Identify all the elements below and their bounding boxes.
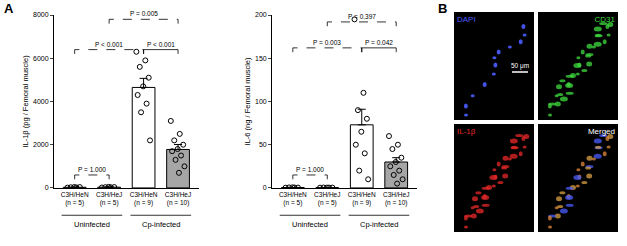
svg-text:C3H/HeJ(n = 10): C3H/HeJ(n = 10) [383, 191, 409, 207]
svg-text:2000: 2000 [33, 141, 49, 148]
svg-text:C3H/HeN(n = 5): C3H/HeN(n = 5) [279, 191, 307, 207]
html-text:A: A [4, 1, 14, 16]
svg-text:C3H/HeJ(n = 10): C3H/HeJ(n = 10) [165, 191, 191, 207]
svg-text:IL-1β: IL-1β [457, 127, 476, 136]
svg-text:C3H/HeN(n = 5): C3H/HeN(n = 5) [61, 191, 89, 207]
svg-text:P = 0.042: P = 0.042 [365, 39, 393, 46]
svg-text:Uninfected: Uninfected [74, 220, 110, 229]
svg-text:Merged: Merged [588, 127, 615, 136]
svg-text:C3H/HeJ(n = 5): C3H/HeJ(n = 5) [96, 191, 122, 207]
svg-text:P < 0.001: P < 0.001 [147, 41, 175, 48]
svg-text:Cp-infected: Cp-infected [360, 220, 398, 229]
svg-text:0: 0 [263, 184, 267, 191]
svg-text:4000: 4000 [33, 98, 49, 105]
svg-text:8000: 8000 [33, 11, 49, 18]
svg-text:CD31: CD31 [595, 15, 616, 24]
svg-text:DAPI: DAPI [457, 15, 476, 24]
svg-text:C3H/HeJ(n = 5): C3H/HeJ(n = 5) [314, 191, 340, 207]
svg-text:C3H/HeN(n = 9): C3H/HeN(n = 9) [130, 191, 158, 207]
svg-text:P = 0.003: P = 0.003 [313, 39, 341, 46]
svg-text:IL-6 (ng / Femoral muscle): IL-6 (ng / Femoral muscle) [243, 57, 252, 145]
svg-text:P = 1.000: P = 1.000 [296, 166, 324, 173]
svg-text:IL-1β (pg / Femoral muscle): IL-1β (pg / Femoral muscle) [21, 55, 30, 148]
svg-text:0: 0 [45, 184, 49, 191]
svg-text:50 μm: 50 μm [511, 62, 529, 70]
svg-text:P = 0.397: P = 0.397 [348, 13, 376, 20]
svg-text:P = 1.000: P = 1.000 [78, 166, 106, 173]
svg-text:6000: 6000 [33, 55, 49, 62]
html-text:B: B [438, 1, 448, 16]
svg-text:100: 100 [255, 98, 267, 105]
svg-text:200: 200 [255, 11, 267, 18]
svg-text:50: 50 [259, 141, 267, 148]
svg-text:150: 150 [255, 55, 267, 62]
svg-text:C3H/HeN(n = 9): C3H/HeN(n = 9) [348, 191, 376, 207]
svg-text:Cp-infected: Cp-infected [142, 220, 180, 229]
svg-text:P < 0.001: P < 0.001 [95, 41, 123, 48]
svg-text:Uninfected: Uninfected [292, 220, 328, 229]
svg-text:P = 0.005: P = 0.005 [130, 10, 158, 17]
